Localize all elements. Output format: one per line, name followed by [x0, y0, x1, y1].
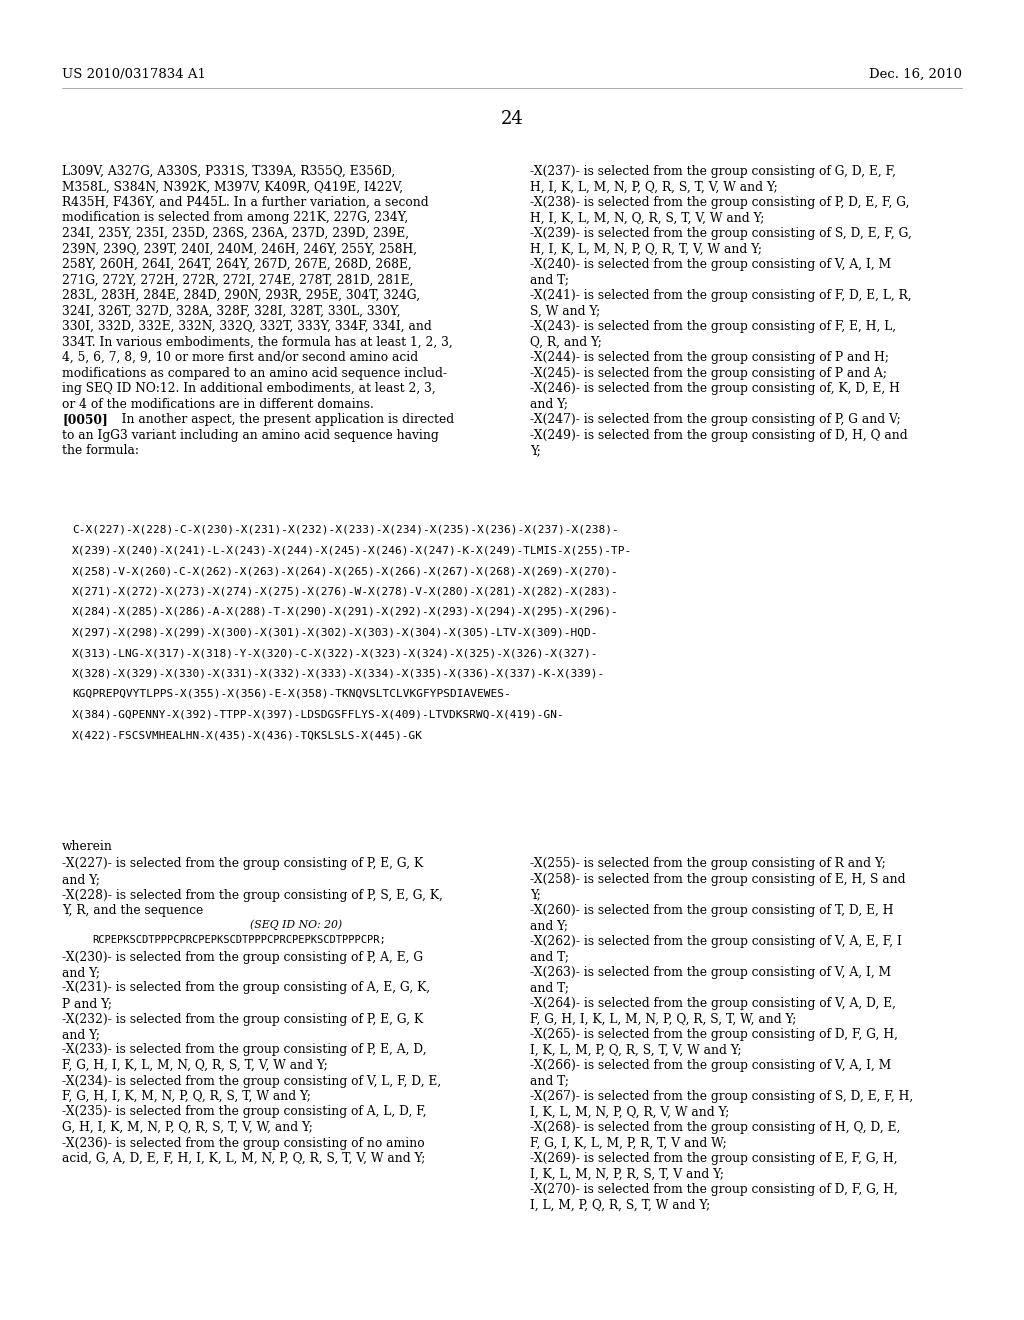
Text: 4, 5, 6, 7, 8, 9, 10 or more first and/or second amino acid: 4, 5, 6, 7, 8, 9, 10 or more first and/o…: [62, 351, 418, 364]
Text: X(284)-X(285)-X(286)-A-X(288)-T-X(290)-X(291)-X(292)-X(293)-X(294)-X(295)-X(296): X(284)-X(285)-X(286)-A-X(288)-T-X(290)-X…: [72, 607, 618, 616]
Text: KGQPREPQVYTLPPS-X(355)-X(356)-E-X(358)-TKNQVSLTCLVKGFYPSDIAVEWES-: KGQPREPQVYTLPPS-X(355)-X(356)-E-X(358)-T…: [72, 689, 511, 700]
Text: RCPEPKSCDTPPPCPRCPEPKSCDTPPPCPRCPEPKSCDTPPPCPR;: RCPEPKSCDTPPPCPRCPEPKSCDTPPPCPRCPEPKSCDT…: [92, 935, 386, 945]
Text: and Y;: and Y;: [62, 873, 100, 886]
Text: F, G, H, I, K, L, M, N, P, Q, R, S, T, W, and Y;: F, G, H, I, K, L, M, N, P, Q, R, S, T, W…: [530, 1012, 797, 1026]
Text: -X(241)- is selected from the group consisting of F, D, E, L, R,: -X(241)- is selected from the group cons…: [530, 289, 911, 302]
Text: -X(231)- is selected from the group consisting of A, E, G, K,: -X(231)- is selected from the group cons…: [62, 982, 430, 994]
Text: F, G, H, I, K, M, N, P, Q, R, S, T, W and Y;: F, G, H, I, K, M, N, P, Q, R, S, T, W an…: [62, 1090, 311, 1104]
Text: Y;: Y;: [530, 444, 541, 457]
Text: Y, R, and the sequence: Y, R, and the sequence: [62, 904, 203, 917]
Text: -X(236)- is selected from the group consisting of no amino: -X(236)- is selected from the group cons…: [62, 1137, 425, 1150]
Text: -X(263)- is selected from the group consisting of V, A, I, M: -X(263)- is selected from the group cons…: [530, 966, 891, 979]
Text: US 2010/0317834 A1: US 2010/0317834 A1: [62, 69, 206, 81]
Text: -X(228)- is selected from the group consisting of P, S, E, G, K,: -X(228)- is selected from the group cons…: [62, 888, 442, 902]
Text: and T;: and T;: [530, 982, 569, 994]
Text: -X(270)- is selected from the group consisting of D, F, G, H,: -X(270)- is selected from the group cons…: [530, 1183, 898, 1196]
Text: -X(233)- is selected from the group consisting of P, E, A, D,: -X(233)- is selected from the group cons…: [62, 1044, 427, 1056]
Text: the formula:: the formula:: [62, 444, 139, 457]
Text: G, H, I, K, M, N, P, Q, R, S, T, V, W, and Y;: G, H, I, K, M, N, P, Q, R, S, T, V, W, a…: [62, 1121, 313, 1134]
Text: X(384)-GQPENNY-X(392)-TTPP-X(397)-LDSDGSFFLYS-X(409)-LTVDKSRWQ-X(419)-GN-: X(384)-GQPENNY-X(392)-TTPP-X(397)-LDSDGS…: [72, 710, 565, 719]
Text: -X(239)- is selected from the group consisting of S, D, E, F, G,: -X(239)- is selected from the group cons…: [530, 227, 912, 240]
Text: and Y;: and Y;: [530, 920, 568, 932]
Text: X(297)-X(298)-X(299)-X(300)-X(301)-X(302)-X(303)-X(304)-X(305)-LTV-X(309)-HQD-: X(297)-X(298)-X(299)-X(300)-X(301)-X(302…: [72, 627, 598, 638]
Text: (SEQ ID NO: 20): (SEQ ID NO: 20): [250, 920, 342, 931]
Text: -X(245)- is selected from the group consisting of P and A;: -X(245)- is selected from the group cons…: [530, 367, 887, 380]
Text: 330I, 332D, 332E, 332N, 332Q, 332T, 333Y, 334F, 334I, and: 330I, 332D, 332E, 332N, 332Q, 332T, 333Y…: [62, 319, 432, 333]
Text: -X(247)- is selected from the group consisting of P, G and V;: -X(247)- is selected from the group cons…: [530, 413, 901, 426]
Text: -X(262)- is selected from the group consisting of V, A, E, F, I: -X(262)- is selected from the group cons…: [530, 935, 902, 948]
Text: -X(227)- is selected from the group consisting of P, E, G, K: -X(227)- is selected from the group cons…: [62, 858, 423, 870]
Text: and T;: and T;: [530, 1074, 569, 1088]
Text: -X(244)- is selected from the group consisting of P and H;: -X(244)- is selected from the group cons…: [530, 351, 889, 364]
Text: -X(230)- is selected from the group consisting of P, A, E, G: -X(230)- is selected from the group cons…: [62, 950, 423, 964]
Text: H, I, K, L, M, N, P, Q, R, S, T, V, W and Y;: H, I, K, L, M, N, P, Q, R, S, T, V, W an…: [530, 181, 778, 194]
Text: Y;: Y;: [530, 888, 541, 902]
Text: -X(267)- is selected from the group consisting of S, D, E, F, H,: -X(267)- is selected from the group cons…: [530, 1090, 913, 1104]
Text: -X(237)- is selected from the group consisting of G, D, E, F,: -X(237)- is selected from the group cons…: [530, 165, 896, 178]
Text: -X(268)- is selected from the group consisting of H, Q, D, E,: -X(268)- is selected from the group cons…: [530, 1121, 900, 1134]
Text: P and Y;: P and Y;: [62, 997, 112, 1010]
Text: -X(246)- is selected from the group consisting of, K, D, E, H: -X(246)- is selected from the group cons…: [530, 381, 900, 395]
Text: H, I, K, L, M, N, Q, R, S, T, V, W and Y;: H, I, K, L, M, N, Q, R, S, T, V, W and Y…: [530, 211, 764, 224]
Text: ing SEQ ID NO:12. In additional embodiments, at least 2, 3,: ing SEQ ID NO:12. In additional embodime…: [62, 381, 436, 395]
Text: and Y;: and Y;: [62, 1028, 100, 1041]
Text: -X(255)- is selected from the group consisting of R and Y;: -X(255)- is selected from the group cons…: [530, 858, 886, 870]
Text: 324I, 326T, 327D, 328A, 328F, 328I, 328T, 330L, 330Y,: 324I, 326T, 327D, 328A, 328F, 328I, 328T…: [62, 305, 400, 318]
Text: I, L, M, P, Q, R, S, T, W and Y;: I, L, M, P, Q, R, S, T, W and Y;: [530, 1199, 711, 1212]
Text: F, G, I, K, L, M, P, R, T, V and W;: F, G, I, K, L, M, P, R, T, V and W;: [530, 1137, 727, 1150]
Text: -X(240)- is selected from the group consisting of V, A, I, M: -X(240)- is selected from the group cons…: [530, 257, 891, 271]
Text: I, K, L, M, N, P, Q, R, V, W and Y;: I, K, L, M, N, P, Q, R, V, W and Y;: [530, 1106, 729, 1118]
Text: L309V, A327G, A330S, P331S, T339A, R355Q, E356D,: L309V, A327G, A330S, P331S, T339A, R355Q…: [62, 165, 395, 178]
Text: modification is selected from among 221K, 227G, 234Y,: modification is selected from among 221K…: [62, 211, 409, 224]
Text: X(313)-LNG-X(317)-X(318)-Y-X(320)-C-X(322)-X(323)-X(324)-X(325)-X(326)-X(327)-: X(313)-LNG-X(317)-X(318)-Y-X(320)-C-X(32…: [72, 648, 598, 657]
Text: wherein: wherein: [62, 840, 113, 853]
Text: S, W and Y;: S, W and Y;: [530, 305, 600, 318]
Text: H, I, K, L, M, N, P, Q, R, T, V, W and Y;: H, I, K, L, M, N, P, Q, R, T, V, W and Y…: [530, 243, 762, 256]
Text: -X(266)- is selected from the group consisting of V, A, I, M: -X(266)- is selected from the group cons…: [530, 1059, 891, 1072]
Text: I, K, L, M, N, P, R, S, T, V and Y;: I, K, L, M, N, P, R, S, T, V and Y;: [530, 1167, 724, 1180]
Text: 334T. In various embodiments, the formula has at least 1, 2, 3,: 334T. In various embodiments, the formul…: [62, 335, 453, 348]
Text: -X(249)- is selected from the group consisting of D, H, Q and: -X(249)- is selected from the group cons…: [530, 429, 907, 441]
Text: 234I, 235Y, 235I, 235D, 236S, 236A, 237D, 239D, 239E,: 234I, 235Y, 235I, 235D, 236S, 236A, 237D…: [62, 227, 410, 240]
Text: C-X(227)-X(228)-C-X(230)-X(231)-X(232)-X(233)-X(234)-X(235)-X(236)-X(237)-X(238): C-X(227)-X(228)-C-X(230)-X(231)-X(232)-X…: [72, 525, 618, 535]
Text: In another aspect, the present application is directed: In another aspect, the present applicati…: [110, 413, 454, 426]
Text: 24: 24: [501, 110, 523, 128]
Text: Dec. 16, 2010: Dec. 16, 2010: [869, 69, 962, 81]
Text: -X(265)- is selected from the group consisting of D, F, G, H,: -X(265)- is selected from the group cons…: [530, 1028, 898, 1041]
Text: -X(260)- is selected from the group consisting of T, D, E, H: -X(260)- is selected from the group cons…: [530, 904, 894, 917]
Text: X(239)-X(240)-X(241)-L-X(243)-X(244)-X(245)-X(246)-X(247)-K-X(249)-TLMIS-X(255)-: X(239)-X(240)-X(241)-L-X(243)-X(244)-X(2…: [72, 545, 632, 556]
Text: 258Y, 260H, 264I, 264T, 264Y, 267D, 267E, 268D, 268E,: 258Y, 260H, 264I, 264T, 264Y, 267D, 267E…: [62, 257, 412, 271]
Text: and T;: and T;: [530, 950, 569, 964]
Text: [0050]: [0050]: [62, 413, 108, 426]
Text: Q, R, and Y;: Q, R, and Y;: [530, 335, 602, 348]
Text: to an IgG3 variant including an amino acid sequence having: to an IgG3 variant including an amino ac…: [62, 429, 438, 441]
Text: 283L, 283H, 284E, 284D, 290N, 293R, 295E, 304T, 324G,: 283L, 283H, 284E, 284D, 290N, 293R, 295E…: [62, 289, 420, 302]
Text: and Y;: and Y;: [62, 966, 100, 979]
Text: X(328)-X(329)-X(330)-X(331)-X(332)-X(333)-X(334)-X(335)-X(336)-X(337)-K-X(339)-: X(328)-X(329)-X(330)-X(331)-X(332)-X(333…: [72, 668, 605, 678]
Text: acid, G, A, D, E, F, H, I, K, L, M, N, P, Q, R, S, T, V, W and Y;: acid, G, A, D, E, F, H, I, K, L, M, N, P…: [62, 1152, 425, 1166]
Text: R435H, F436Y, and P445L. In a further variation, a second: R435H, F436Y, and P445L. In a further va…: [62, 195, 429, 209]
Text: -X(269)- is selected from the group consisting of E, F, G, H,: -X(269)- is selected from the group cons…: [530, 1152, 898, 1166]
Text: I, K, L, M, P, Q, R, S, T, V, W and Y;: I, K, L, M, P, Q, R, S, T, V, W and Y;: [530, 1044, 741, 1056]
Text: X(271)-X(272)-X(273)-X(274)-X(275)-X(276)-W-X(278)-V-X(280)-X(281)-X(282)-X(283): X(271)-X(272)-X(273)-X(274)-X(275)-X(276…: [72, 586, 618, 597]
Text: F, G, H, I, K, L, M, N, Q, R, S, T, V, W and Y;: F, G, H, I, K, L, M, N, Q, R, S, T, V, W…: [62, 1059, 328, 1072]
Text: X(258)-V-X(260)-C-X(262)-X(263)-X(264)-X(265)-X(266)-X(267)-X(268)-X(269)-X(270): X(258)-V-X(260)-C-X(262)-X(263)-X(264)-X…: [72, 566, 618, 576]
Text: -X(232)- is selected from the group consisting of P, E, G, K: -X(232)- is selected from the group cons…: [62, 1012, 423, 1026]
Text: -X(234)- is selected from the group consisting of V, L, F, D, E,: -X(234)- is selected from the group cons…: [62, 1074, 441, 1088]
Text: -X(235)- is selected from the group consisting of A, L, D, F,: -X(235)- is selected from the group cons…: [62, 1106, 427, 1118]
Text: -X(243)- is selected from the group consisting of F, E, H, L,: -X(243)- is selected from the group cons…: [530, 319, 896, 333]
Text: and T;: and T;: [530, 273, 569, 286]
Text: -X(264)- is selected from the group consisting of V, A, D, E,: -X(264)- is selected from the group cons…: [530, 997, 896, 1010]
Text: and Y;: and Y;: [530, 397, 568, 411]
Text: -X(238)- is selected from the group consisting of P, D, E, F, G,: -X(238)- is selected from the group cons…: [530, 195, 909, 209]
Text: X(422)-FSCSVMHEALHN-X(435)-X(436)-TQKSLSLS-X(445)-GK: X(422)-FSCSVMHEALHN-X(435)-X(436)-TQKSLS…: [72, 730, 423, 741]
Text: or 4 of the modifications are in different domains.: or 4 of the modifications are in differe…: [62, 397, 374, 411]
Text: M358L, S384N, N392K, M397V, K409R, Q419E, I422V,: M358L, S384N, N392K, M397V, K409R, Q419E…: [62, 181, 403, 194]
Text: 271G, 272Y, 272H, 272R, 272I, 274E, 278T, 281D, 281E,: 271G, 272Y, 272H, 272R, 272I, 274E, 278T…: [62, 273, 414, 286]
Text: -X(258)- is selected from the group consisting of E, H, S and: -X(258)- is selected from the group cons…: [530, 873, 905, 886]
Text: 239N, 239Q, 239T, 240I, 240M, 246H, 246Y, 255Y, 258H,: 239N, 239Q, 239T, 240I, 240M, 246H, 246Y…: [62, 243, 417, 256]
Text: modifications as compared to an amino acid sequence includ-: modifications as compared to an amino ac…: [62, 367, 447, 380]
